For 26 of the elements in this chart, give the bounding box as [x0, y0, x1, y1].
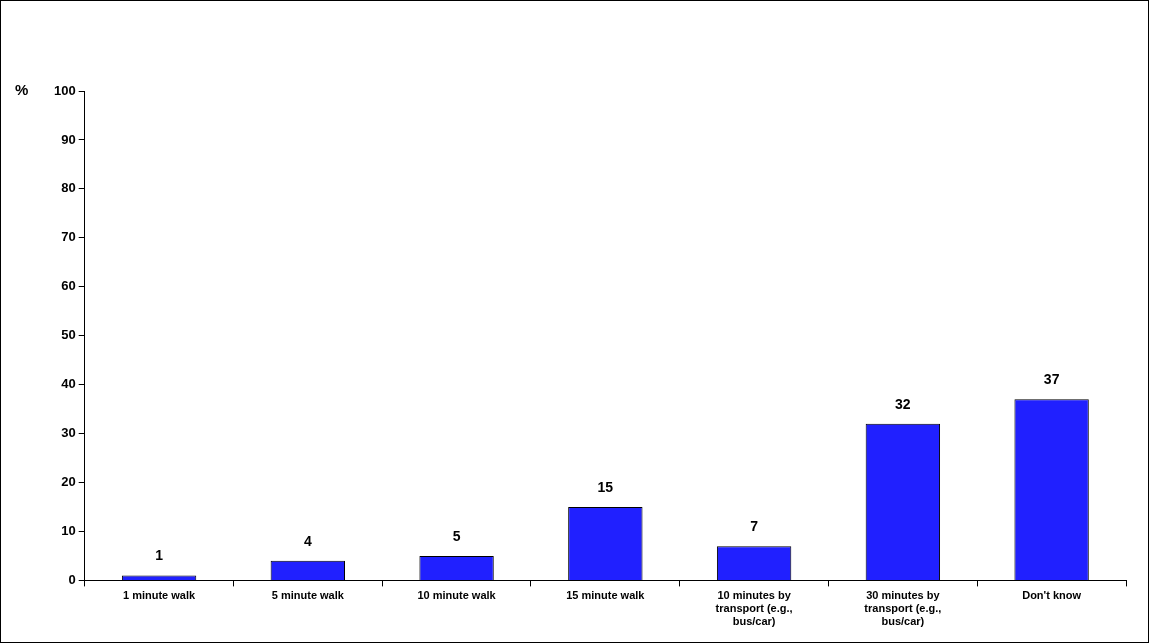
y-tick-label: 50: [61, 327, 76, 343]
y-tick-label: 80: [61, 180, 76, 196]
data-label: 15: [597, 478, 614, 495]
y-tick-label: 100: [53, 82, 76, 98]
y-tick-label: 30: [61, 425, 76, 441]
x-tick-label: 1 minute walk: [123, 589, 197, 602]
data-label: 32: [895, 395, 911, 412]
y-tick-label: 90: [61, 131, 76, 147]
x-tick-label: 30 minutes by transport (e.g., bus/car): [864, 589, 942, 628]
y-tick-label: 10: [61, 523, 76, 539]
x-tick-label: 10 minute walk: [417, 589, 497, 602]
x-tick-label: 15 minute walk: [566, 589, 646, 602]
y-tick-label: 40: [61, 376, 76, 392]
y-tick-label: 20: [61, 474, 76, 490]
data-label: 4: [303, 532, 312, 549]
data-label: 5: [452, 527, 461, 544]
data-label: 7: [750, 518, 759, 534]
x-tick-label: Don't know: [1022, 589, 1082, 602]
x-tick-label: 10 minutes by transport (e.g., bus/car): [715, 589, 793, 628]
x-tick-label: 5 minute walk: [271, 589, 345, 602]
data-label: 37: [1043, 371, 1060, 388]
y-tick-label: 60: [61, 278, 76, 294]
y-tick-label: 70: [61, 229, 76, 245]
y-tick-label: 0: [68, 571, 76, 587]
y-axis-title: %: [15, 81, 29, 99]
data-label: 1: [155, 547, 164, 564]
